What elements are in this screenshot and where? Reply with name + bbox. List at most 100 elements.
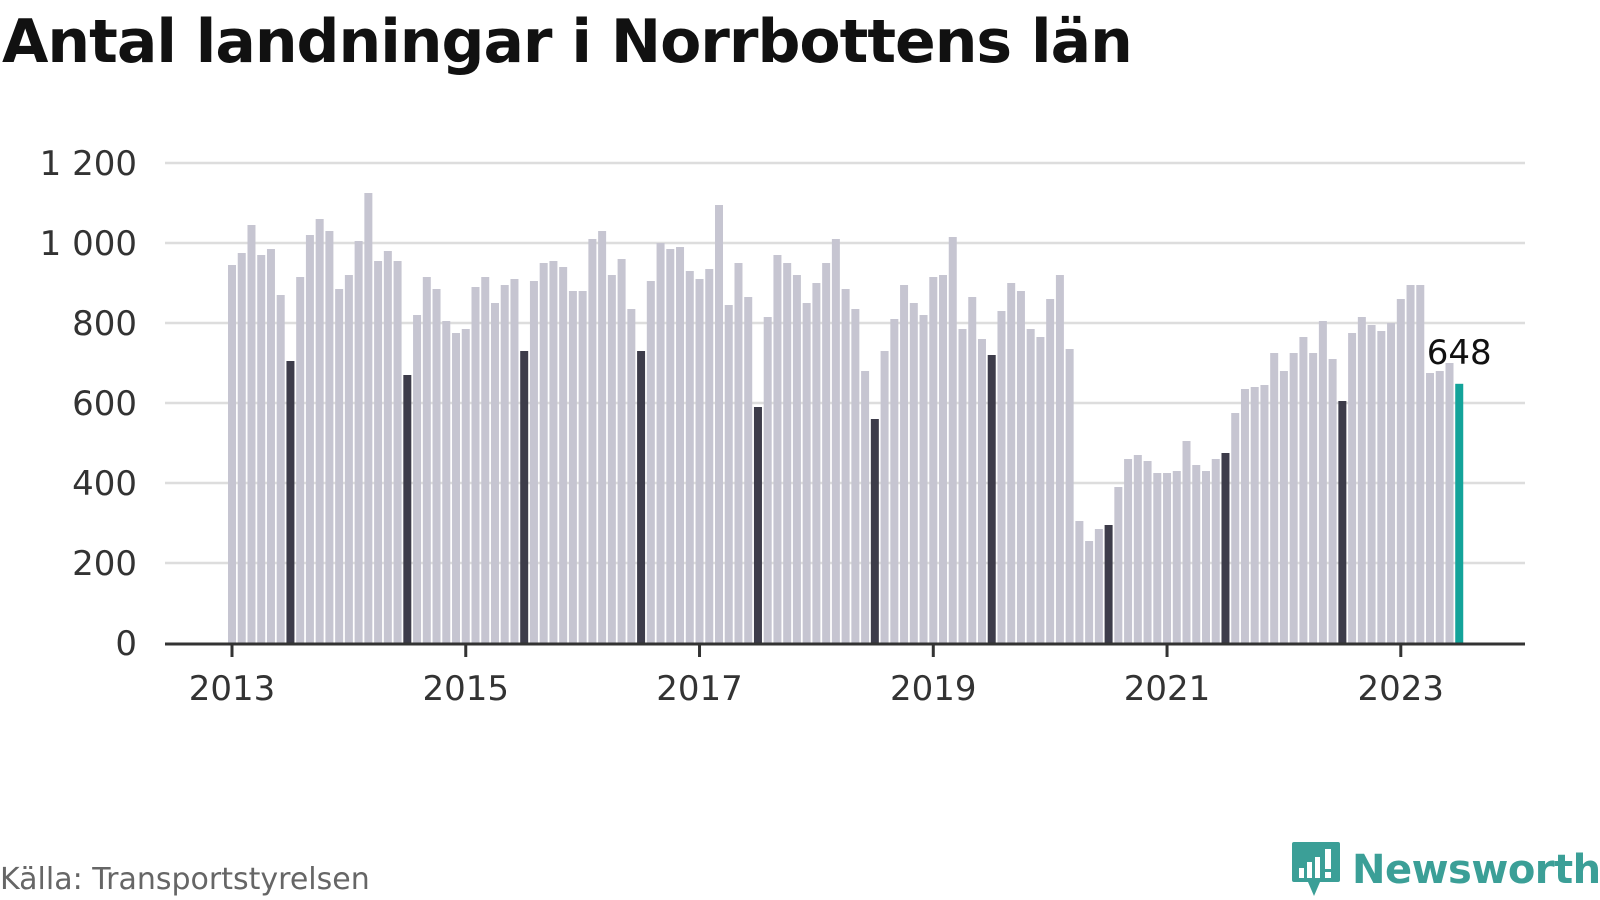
bar <box>685 271 694 643</box>
bar <box>393 261 402 643</box>
bar <box>676 247 685 643</box>
bar <box>510 279 519 643</box>
bar <box>559 267 568 643</box>
bar <box>1133 455 1142 643</box>
chart-title: Antal landningar i Norrbottens län <box>2 7 1133 77</box>
newsworthy-logo-icon <box>1292 842 1340 896</box>
bar <box>364 193 373 643</box>
bar <box>939 275 948 643</box>
bar <box>617 259 626 643</box>
bar <box>792 275 801 643</box>
bars <box>228 193 1464 643</box>
bar <box>763 317 772 643</box>
bar <box>481 277 490 643</box>
bar <box>948 237 957 643</box>
bar <box>1435 371 1444 643</box>
bar-july <box>753 407 762 643</box>
y-tick-label: 800 <box>72 304 137 344</box>
y-tick-label: 1 000 <box>40 224 137 264</box>
bar-july <box>520 351 529 643</box>
bar <box>1046 299 1055 643</box>
bar <box>1172 471 1181 643</box>
bar <box>1289 353 1298 643</box>
bar <box>1250 387 1259 643</box>
bar <box>715 205 723 643</box>
bar <box>812 283 821 643</box>
bar <box>1211 459 1220 643</box>
bar <box>228 265 236 643</box>
bar <box>325 231 334 643</box>
bar <box>490 303 499 643</box>
bar <box>1377 331 1386 643</box>
bar <box>900 285 909 643</box>
bar <box>1124 459 1133 643</box>
y-tick-label: 0 <box>115 624 137 664</box>
bar-july <box>1338 401 1347 643</box>
bar <box>695 279 704 643</box>
bar <box>305 235 314 643</box>
bar <box>1299 337 1308 643</box>
bar <box>1445 363 1454 643</box>
data-label-latest: 648 <box>1427 333 1492 373</box>
bar <box>237 253 246 643</box>
bar-july <box>987 355 996 643</box>
bar <box>1065 349 1074 643</box>
bar <box>568 291 577 643</box>
bar <box>383 251 392 643</box>
brand-logo: Newsworthy <box>1290 840 1600 900</box>
bar <box>841 289 850 643</box>
x-tick-label: 2017 <box>656 669 743 709</box>
bar <box>1270 353 1279 643</box>
bar <box>734 263 743 643</box>
bar <box>773 255 782 643</box>
bar <box>1143 461 1152 643</box>
x-tick-label: 2015 <box>422 669 509 709</box>
bar <box>744 297 753 643</box>
bar <box>266 249 275 643</box>
bar <box>588 239 597 643</box>
bar <box>422 277 431 643</box>
x-axis-ticks: 2013 2015 2017 2019 2021 2023 <box>189 644 1444 709</box>
bar <box>890 319 899 643</box>
bar <box>598 231 607 643</box>
bar-latest <box>1455 383 1464 643</box>
bar <box>344 275 353 643</box>
bar <box>335 289 344 643</box>
bar <box>1231 413 1240 643</box>
bar <box>929 277 938 643</box>
bar <box>374 261 383 643</box>
bar <box>802 303 811 643</box>
bar <box>666 249 675 643</box>
bar <box>1163 473 1172 643</box>
annotations: 648 <box>1427 333 1492 373</box>
bar <box>627 309 636 643</box>
bar <box>1279 371 1288 643</box>
bar <box>1357 317 1366 643</box>
bar-july <box>1104 525 1113 643</box>
bar-july <box>1221 453 1230 643</box>
bar <box>1426 373 1435 643</box>
bar-july <box>403 375 412 643</box>
bar <box>705 269 714 643</box>
y-tick-label: 600 <box>72 384 137 424</box>
bar <box>1367 325 1376 643</box>
bar <box>471 287 480 643</box>
x-tick-label: 2019 <box>890 669 977 709</box>
y-tick-label: 1 200 <box>40 144 137 184</box>
bar <box>1396 299 1405 643</box>
bar <box>1406 285 1415 643</box>
bar <box>1416 285 1425 643</box>
bar <box>1075 521 1084 643</box>
bar <box>461 329 470 643</box>
bar <box>1153 473 1162 643</box>
bar <box>607 275 616 643</box>
bar <box>1094 529 1103 643</box>
bar <box>1085 541 1094 643</box>
bar-july <box>870 419 879 643</box>
bar <box>1318 321 1327 643</box>
bar <box>1182 441 1191 643</box>
y-tick-label: 400 <box>72 464 137 504</box>
y-axis-ticks: 0 200 400 600 800 1 000 1 200 <box>40 144 137 664</box>
source-credit: Källa: Transportstyrelsen <box>0 862 370 897</box>
